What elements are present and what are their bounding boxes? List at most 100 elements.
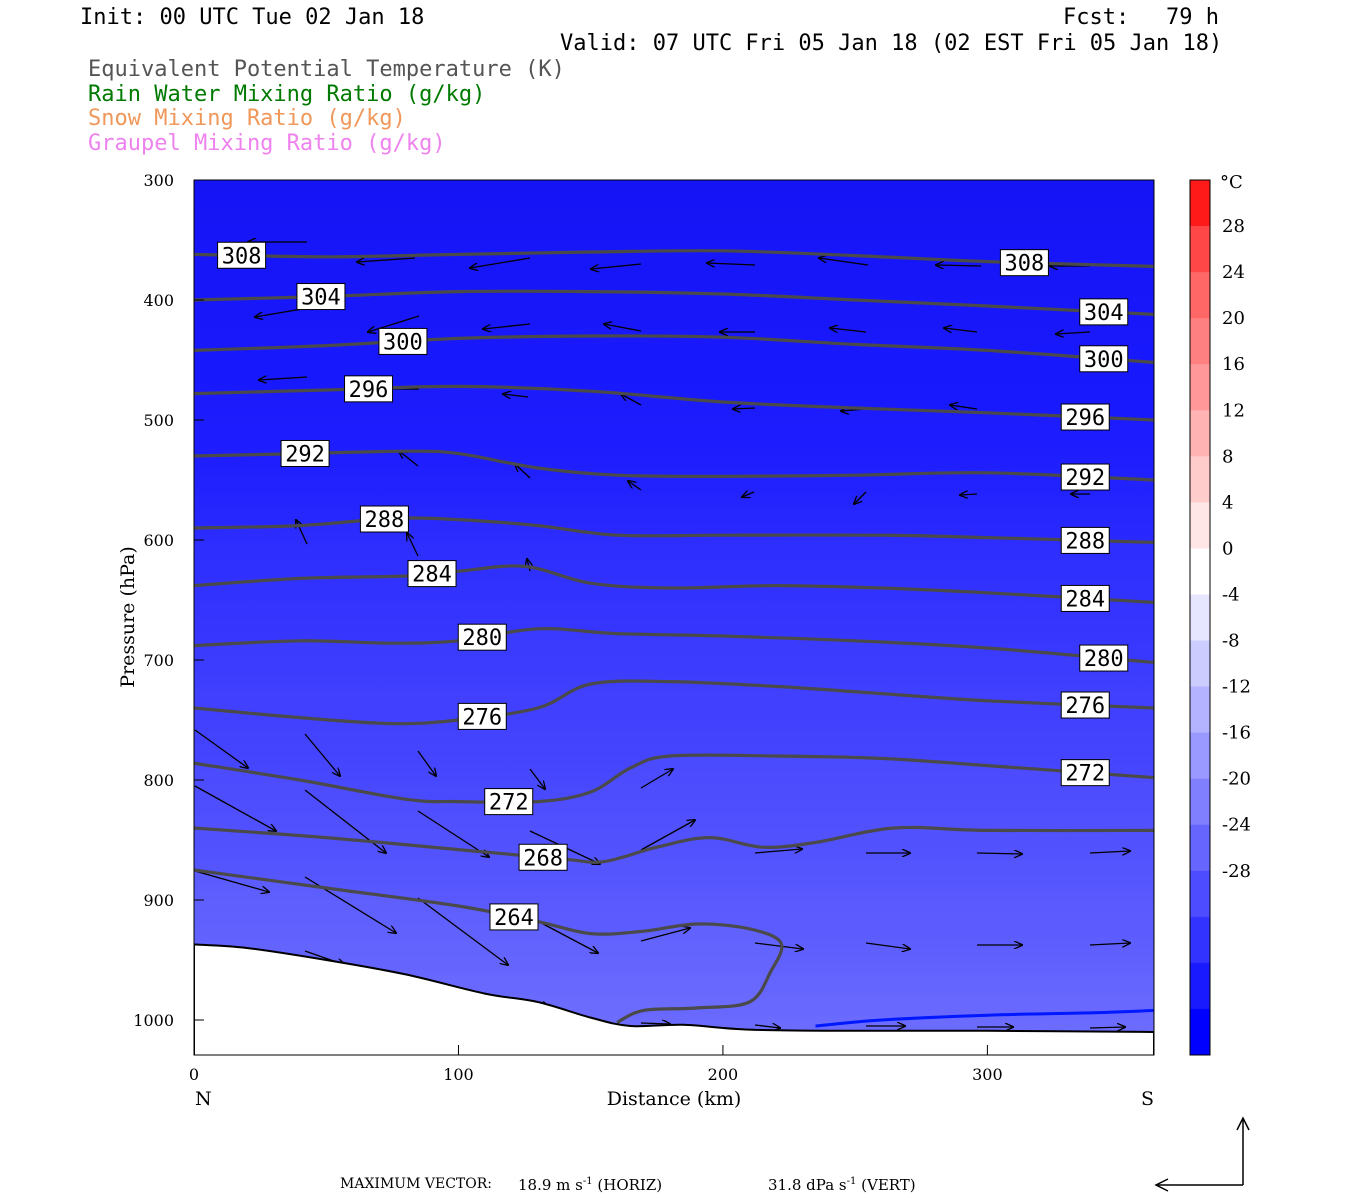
wind-vector [591, 263, 642, 269]
contour-label-box [999, 249, 1049, 277]
colorbar-unit: °C [1220, 172, 1243, 193]
x-tick-label: 0 [189, 1065, 199, 1084]
colorbar-tick-label: -12 [1222, 677, 1251, 698]
contour-label: 280 [1084, 647, 1124, 672]
contour-label: 264 [494, 906, 534, 931]
wind-vector [628, 481, 642, 491]
forecast-label: Fcst: [1063, 5, 1130, 30]
wind-vector [621, 394, 642, 406]
contour-label-box [484, 788, 534, 816]
contour-label-box [457, 623, 507, 651]
wind-vector [527, 559, 530, 572]
colorbar-tick-label: 20 [1222, 308, 1245, 329]
y-tick-label: 400 [143, 291, 174, 310]
contour-label-box [1079, 644, 1129, 672]
wind-vector [194, 870, 269, 892]
contour-label-box [280, 439, 330, 467]
contour-label-box [1060, 584, 1110, 612]
wind-vector [754, 942, 803, 949]
horiz-exponent: -1 [582, 1176, 593, 1187]
contour-label: 304 [301, 286, 341, 311]
wind-vector [296, 520, 308, 545]
wind-vector [640, 928, 690, 942]
contour-label: 268 [523, 846, 563, 871]
wind-vector [830, 328, 867, 332]
x-tick-label: 100 [443, 1065, 474, 1084]
colorbar-tick-label: 16 [1222, 354, 1245, 375]
colorbar-tick-label: -28 [1222, 861, 1251, 882]
wind-vector [515, 464, 531, 479]
x-tick-label: 300 [972, 1065, 1003, 1084]
y-tick-label: 500 [143, 411, 174, 430]
colorbar-tick-label: 0 [1222, 538, 1233, 559]
contour-label-box [1060, 691, 1110, 719]
y-tick-label: 900 [143, 891, 174, 910]
wind-vector [854, 491, 867, 504]
temperature-band [194, 517, 1154, 1055]
y-tick-label: 700 [143, 651, 174, 670]
wind-vector [819, 258, 869, 266]
wind-vector [357, 257, 416, 262]
contour-label-box [489, 903, 539, 931]
max-vector-label: MAXIMUM VECTOR: [340, 1176, 492, 1192]
plot-frame [193, 179, 1155, 1056]
colorbar-tick-label: -20 [1222, 769, 1251, 790]
wind-vector [1089, 851, 1130, 853]
theta-e-contour-264 [194, 868, 784, 1024]
wind-vector [194, 729, 248, 768]
wind-vector [368, 315, 420, 332]
contour-label-box [217, 241, 267, 269]
colorbar-tick-label: 12 [1222, 400, 1245, 421]
colorbar-swatch [1190, 640, 1210, 688]
contour-label-box [1060, 463, 1110, 491]
wind-vector [944, 328, 978, 332]
contour-label: 280 [462, 626, 502, 651]
colorbar-swatch [1190, 272, 1210, 319]
contour-label-box [518, 843, 568, 871]
colorbar-swatch [1190, 1008, 1210, 1056]
colorbar-swatch [1190, 686, 1210, 734]
contour-label: 288 [1065, 529, 1105, 554]
contour-label: 288 [365, 508, 405, 533]
temperature-band [194, 755, 1154, 1055]
wind-vector [417, 897, 508, 965]
contour-label: 308 [222, 244, 262, 269]
theta-e-contour-300 [194, 334, 1154, 364]
contour-label-box [457, 702, 507, 730]
terrain-fill [194, 943, 1154, 1055]
legend-item-theta-e: Equivalent Potential Temperature (K) [88, 57, 565, 82]
colorbar-swatch [1190, 824, 1210, 872]
contour-label: 304 [1084, 301, 1124, 326]
colorbar: 28 24 20 16 12 8 4 0 -4 -8 -12 -16 -20 -24 -28 [1189, 179, 1251, 1056]
theta-e-contour-280 [194, 627, 1154, 664]
contour-label-box [344, 375, 394, 403]
colorbar-frame [1189, 179, 1211, 1056]
temperature-band [194, 386, 1154, 1055]
max-vert-vector: 31.8 dPa s-1 (VERT) [768, 1176, 916, 1194]
contour-label: 292 [285, 442, 325, 467]
colorbar-swatch [1190, 180, 1210, 227]
vert-exponent: -1 [846, 1176, 857, 1187]
wind-vector [733, 408, 756, 409]
colorbar-swatch [1190, 502, 1210, 549]
wind-vector [604, 324, 642, 332]
colorbar-tick-label: -8 [1222, 631, 1240, 652]
contour-label: 300 [383, 330, 423, 355]
wind-vector [470, 257, 531, 268]
plot-background [194, 180, 1154, 1055]
wind-vector [503, 394, 529, 397]
y-tick-label: 800 [143, 771, 174, 790]
wind-vector [417, 750, 436, 776]
wind-vector [754, 1025, 780, 1028]
colorbar-swatch [1190, 778, 1210, 826]
wind-vector [1056, 332, 1091, 334]
colorbar-swatch [1190, 594, 1210, 642]
wind-vectors [194, 242, 1130, 1028]
init-time: Init: 00 UTC Tue 02 Jan 18 [80, 5, 425, 30]
wind-vector [960, 494, 978, 495]
wind-vector [742, 492, 755, 497]
contour-label: 276 [1065, 694, 1105, 719]
wind-vector [1089, 1027, 1125, 1028]
colorbar-swatch [1190, 870, 1210, 918]
